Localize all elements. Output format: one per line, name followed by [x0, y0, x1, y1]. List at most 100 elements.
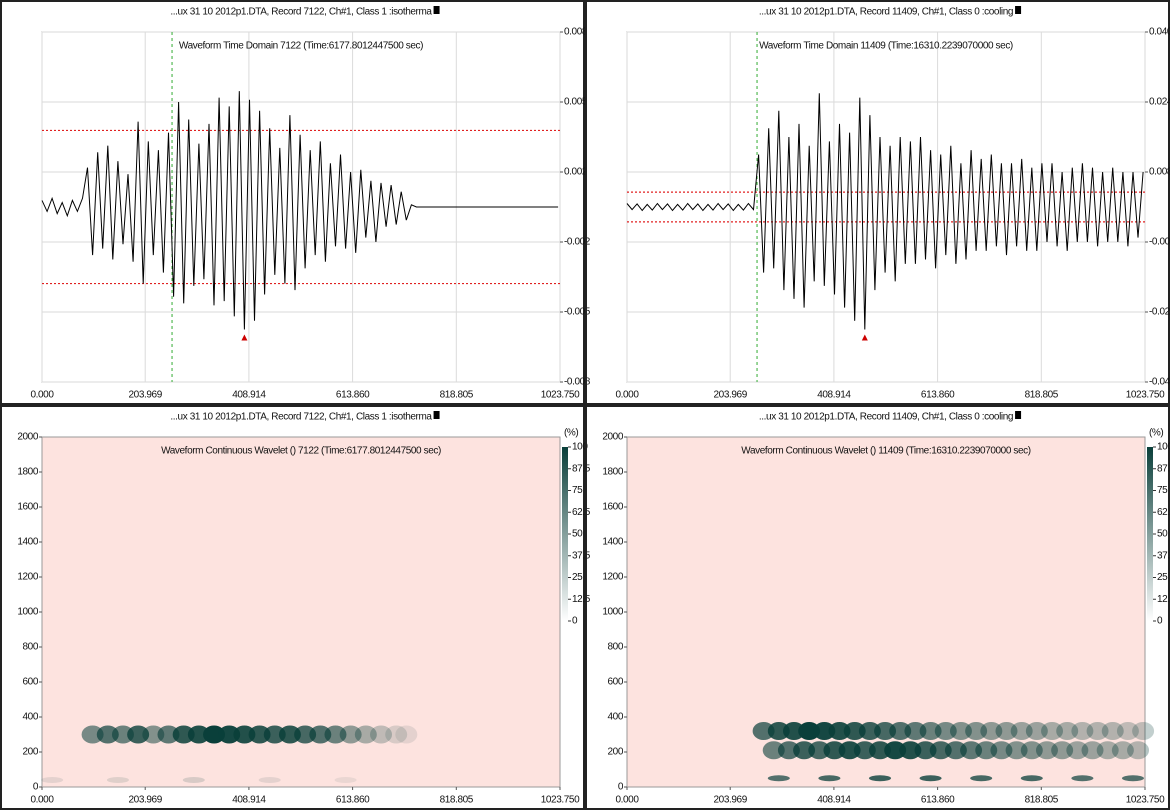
wavelet-cell	[889, 722, 912, 740]
wavelet-cell	[767, 775, 790, 782]
y-tick-label: -0.005	[564, 307, 591, 318]
wavelet-cell	[874, 722, 897, 740]
wavelet-cell	[944, 741, 967, 760]
y-tick-label: 2000	[17, 432, 38, 443]
colorbar-tick-label: 50	[572, 529, 583, 540]
wavelet-cell	[970, 775, 993, 782]
wavelet-cell	[1111, 741, 1134, 760]
panel-subtitle: Waveform Time Domain 11409 (Time:16310.2…	[759, 41, 1013, 52]
colorbar-tick-label: 62.5	[572, 507, 591, 518]
wavelet-cell	[81, 725, 104, 744]
y-tick-label: 0.008	[1149, 167, 1170, 178]
wavelet-cell	[294, 725, 317, 744]
panel-subtitle: Waveform Time Domain 7122 (Time:6177.801…	[179, 41, 423, 52]
x-tick-label: 408.914	[232, 795, 266, 806]
wavelet-cell	[258, 777, 281, 783]
waveform	[626, 93, 1144, 330]
y-tick-label: 600	[23, 677, 39, 688]
wavelet-cell	[1051, 741, 1074, 760]
y-tick-label: 200	[608, 747, 624, 758]
wavelet-cell	[1025, 722, 1048, 740]
y-tick-label: 1200	[17, 572, 38, 583]
colorbar	[1147, 447, 1153, 621]
y-tick-label: 1600	[17, 502, 38, 513]
wavelet-cell	[934, 722, 957, 740]
y-tick-label: 800	[23, 642, 39, 653]
wavelet-cell	[828, 722, 851, 740]
wavelet-cell	[111, 725, 134, 744]
x-tick-label: 203.969	[714, 795, 748, 806]
wavelet-cell	[218, 725, 241, 744]
colorbar-tick-label: 100	[1157, 442, 1170, 453]
wavelet-cell	[904, 722, 927, 740]
colorbar	[562, 447, 568, 621]
panel-title: ...ux 31 10 2012p1.DTA, Record 11409, Ch…	[759, 7, 1013, 18]
x-tick-label: 0.000	[30, 795, 54, 806]
wavelet-cell	[1056, 722, 1079, 740]
wavelet-cell	[858, 722, 881, 740]
colorbar-tick-label: 37.5	[572, 550, 591, 561]
colorbar-tick-label: 25	[572, 572, 583, 583]
x-tick-label: 613.860	[921, 390, 955, 401]
y-tick-label: 400	[608, 712, 624, 723]
panel-subtitle: Waveform Continuous Wavelet () 7122 (Tim…	[161, 446, 441, 457]
y-tick-label: 2000	[602, 432, 623, 443]
y-tick-label: 1800	[602, 467, 623, 478]
wavelet-cell	[1116, 722, 1139, 740]
colorbar-label: (%)	[1149, 428, 1163, 439]
y-tick-label: 1000	[17, 607, 38, 618]
wavelet-cell	[187, 725, 210, 744]
y-tick-label: -0.008	[1149, 237, 1170, 248]
panel-border	[0, 405, 585, 810]
y-tick-label: 0	[33, 782, 39, 793]
colorbar-tick-label: 12.5	[572, 594, 591, 605]
y-tick-label: -0.008	[564, 377, 591, 388]
wavelet-cell	[142, 725, 165, 744]
colorbar-tick-label: 87.5	[572, 463, 591, 474]
wavelet-cell	[324, 725, 347, 744]
wavelet-cell	[818, 775, 841, 782]
wavelet-cell	[995, 722, 1018, 740]
colorbar-tick-label: 25	[1157, 572, 1168, 583]
x-tick-label: 818.805	[440, 390, 474, 401]
wavelet-cell	[263, 725, 286, 744]
wavelet-cell	[990, 741, 1013, 760]
wavelet-cell	[233, 725, 256, 744]
x-tick-label: 408.914	[817, 390, 851, 401]
peak-marker	[861, 334, 868, 341]
x-tick-label: 203.969	[129, 795, 163, 806]
x-tick-label: 408.914	[817, 795, 851, 806]
wavelet-cell	[248, 725, 271, 744]
y-tick-label: 1800	[17, 467, 38, 478]
x-tick-label: 613.860	[336, 390, 370, 401]
wavelet-cell	[808, 741, 831, 760]
wavelet-cell	[965, 722, 988, 740]
y-tick-label: 1400	[602, 537, 623, 548]
wavelet-cell	[1071, 775, 1094, 782]
wavelet-cell	[395, 725, 418, 744]
colorbar-tick-label: 37.5	[1157, 550, 1170, 561]
title-marker	[433, 6, 440, 14]
x-tick-label: 0.000	[615, 795, 639, 806]
wavelet-cell	[813, 722, 836, 740]
panel-title: ...ux 31 10 2012p1.DTA, Record 7122, Ch#…	[170, 7, 432, 18]
y-tick-label: 800	[608, 642, 624, 653]
wavelet-cell	[1066, 741, 1089, 760]
wavelet-cell	[370, 725, 393, 744]
wavelet-cell	[798, 722, 821, 740]
wavelet-cell	[868, 741, 891, 760]
y-tick-label: 1000	[602, 607, 623, 618]
wavelet-cell	[354, 725, 377, 744]
wavelet-cell	[752, 722, 775, 740]
wavelet-cell	[868, 775, 891, 782]
y-tick-label: 0.008	[564, 27, 588, 38]
panel-subtitle: Waveform Continuous Wavelet () 11409 (Ti…	[741, 446, 1030, 457]
x-tick-label: 818.805	[440, 795, 474, 806]
x-tick-label: 408.914	[232, 390, 266, 401]
y-tick-label: 600	[608, 677, 624, 688]
panel-title: ...ux 31 10 2012p1.DTA, Record 7122, Ch#…	[170, 412, 432, 423]
wavelet-cell	[96, 725, 119, 744]
x-tick-label: 1023.750	[1126, 795, 1165, 806]
panel-title: ...ux 31 10 2012p1.DTA, Record 11409, Ch…	[759, 412, 1013, 423]
